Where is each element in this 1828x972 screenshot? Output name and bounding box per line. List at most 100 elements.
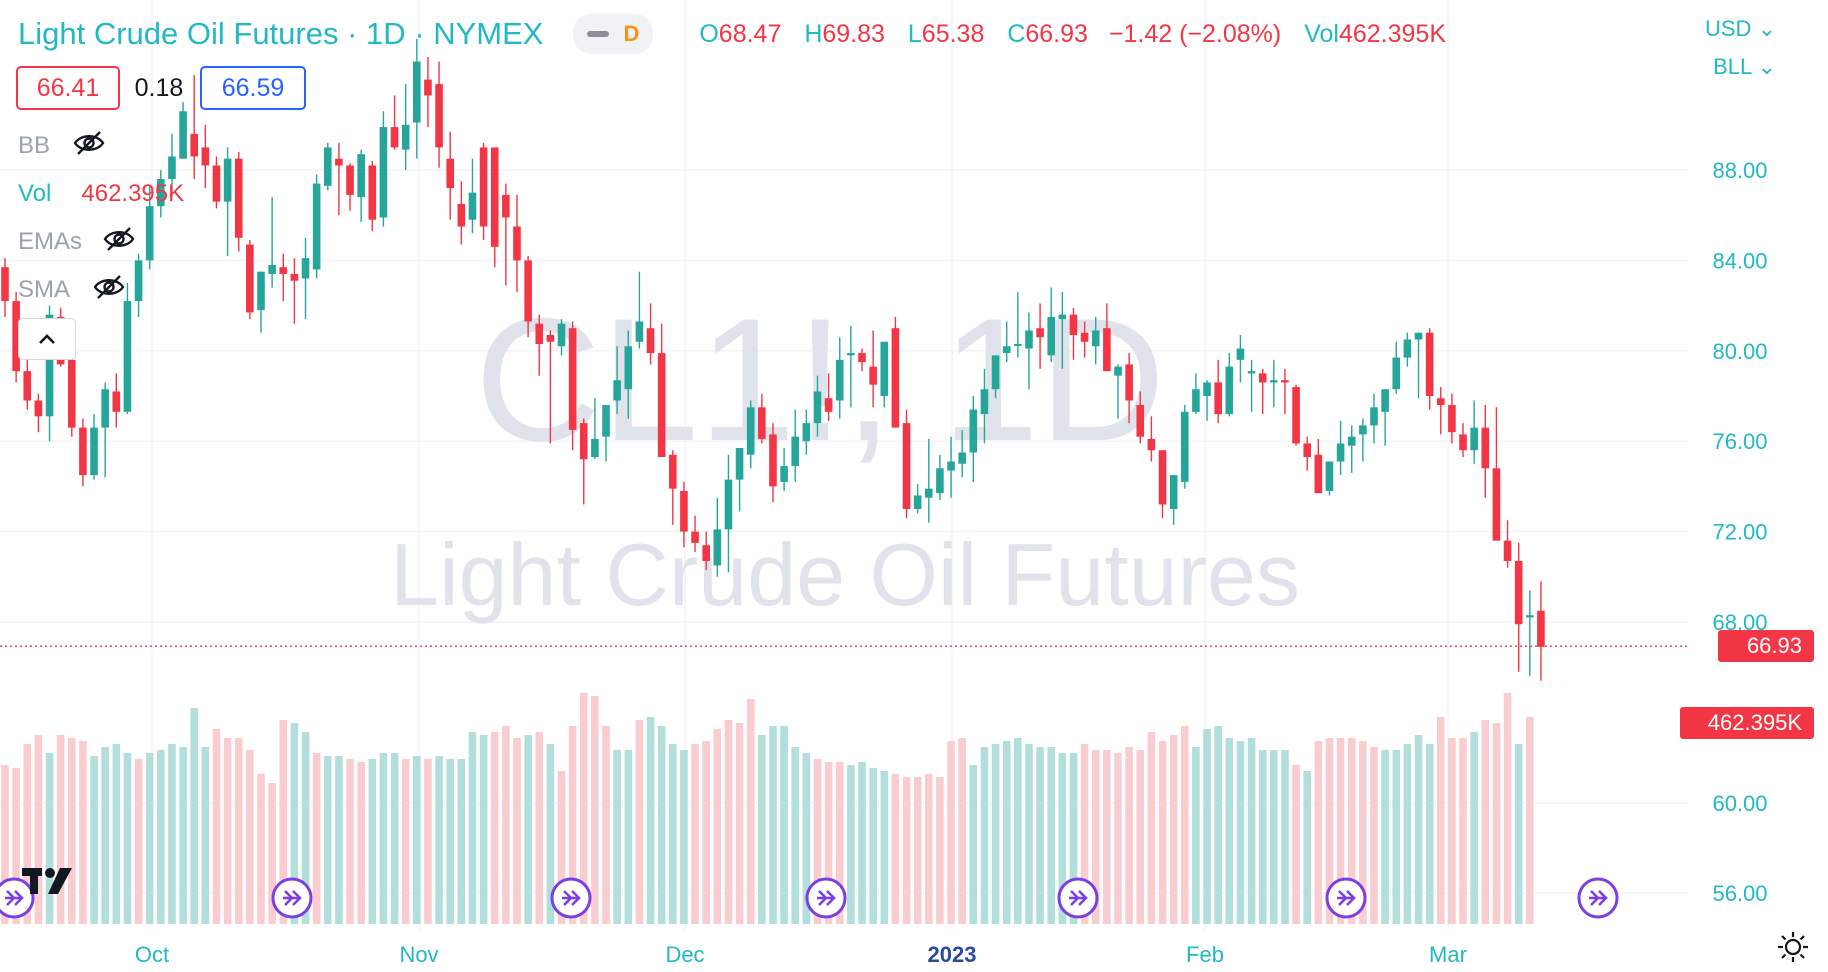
eye-off-icon[interactable] — [72, 128, 106, 158]
candle — [1470, 400, 1478, 464]
candle — [446, 131, 454, 220]
candle-body — [201, 147, 210, 166]
data-mode-pill[interactable]: D — [573, 14, 654, 54]
volume-bar — [602, 726, 610, 924]
candle-body — [246, 244, 254, 313]
time-axis-label: Feb — [1186, 942, 1224, 967]
candle — [401, 84, 410, 170]
time-axis-label: 2023 — [928, 942, 977, 967]
candle — [891, 316, 900, 428]
legend-vol[interactable]: Vol 462.395K — [18, 180, 184, 208]
candle — [257, 271, 265, 333]
candle-body — [746, 407, 755, 455]
eye-off-icon[interactable] — [102, 224, 136, 254]
candle-body — [657, 353, 666, 458]
candle-body — [1158, 450, 1167, 505]
volume-bar — [101, 747, 109, 924]
price-axis-label: 56.00 — [1712, 881, 1767, 906]
volume-bar — [1359, 741, 1367, 924]
candle — [902, 409, 911, 519]
collapse-legend-button[interactable] — [18, 318, 76, 360]
volume-bar — [524, 735, 532, 924]
candle — [90, 414, 98, 480]
event-arrow-icon[interactable] — [1577, 877, 1619, 919]
price-axis-label: 80.00 — [1712, 339, 1767, 364]
candle — [134, 253, 143, 317]
candle — [802, 409, 811, 455]
candle — [234, 151, 243, 252]
legend-bb[interactable]: BB — [18, 131, 105, 160]
volume-bar — [502, 726, 510, 924]
volume-bar — [357, 762, 365, 924]
event-arrow-icon[interactable] — [271, 877, 313, 919]
symbol-title[interactable]: Light Crude Oil Futures · 1D · NYMEX — [18, 16, 544, 51]
event-arrow-icon[interactable] — [805, 877, 847, 919]
legend-sma[interactable]: SMA — [18, 275, 125, 304]
candle-body — [969, 409, 978, 453]
volume-bar — [301, 732, 310, 924]
volume-bar — [635, 720, 644, 924]
candle — [168, 133, 176, 198]
vol-key: Vol — [1304, 19, 1339, 48]
candle — [1392, 341, 1401, 394]
candle — [557, 319, 566, 356]
candle — [413, 38, 421, 159]
candle — [1403, 332, 1412, 367]
volume-bar — [902, 777, 911, 924]
candle-body — [1270, 380, 1278, 383]
candle-body — [168, 156, 176, 180]
candle — [1503, 520, 1512, 568]
time-axis-label: Mar — [1429, 942, 1467, 967]
settings-sun-icon[interactable] — [1776, 930, 1810, 964]
candle-body — [602, 405, 610, 437]
volume-bar — [1025, 744, 1033, 924]
volume-bar — [813, 759, 822, 924]
volume-bar — [1147, 732, 1156, 924]
volume-bar — [702, 741, 710, 924]
volume-bar — [713, 729, 722, 924]
volume-bar — [1180, 726, 1189, 924]
volume-bar — [1236, 741, 1245, 924]
candle — [1136, 391, 1145, 444]
price-axis-label: 60.00 — [1712, 791, 1767, 816]
volume-bar — [490, 732, 499, 924]
candle-body — [1470, 427, 1478, 451]
candle — [524, 255, 532, 338]
event-arrow-icon[interactable] — [550, 877, 592, 919]
event-arrow-icon[interactable] — [0, 877, 35, 919]
sell-price-box[interactable]: 66.41 — [16, 66, 120, 110]
volume-bar — [234, 738, 243, 924]
candle — [624, 330, 633, 419]
candle-body — [1303, 443, 1312, 458]
candle-body — [1514, 560, 1523, 625]
tradingview-logo[interactable] — [20, 864, 86, 898]
volume-bar — [34, 735, 43, 924]
candle — [1526, 590, 1534, 677]
candle-body — [1236, 348, 1245, 360]
volume-bar — [457, 759, 466, 924]
candle-body — [824, 398, 833, 412]
currency-selector[interactable]: USD ⌄ — [1705, 16, 1776, 42]
candle-body — [579, 423, 588, 460]
candle — [1214, 359, 1222, 424]
eye-off-icon[interactable] — [92, 272, 126, 302]
volume-bar — [246, 750, 254, 924]
candle — [1225, 353, 1234, 417]
unit-selector[interactable]: BLL ⌄ — [1713, 54, 1776, 80]
candle-body — [1281, 380, 1289, 383]
event-arrow-icon[interactable] — [1325, 877, 1367, 919]
volume-bar — [1503, 693, 1512, 924]
candle — [513, 194, 521, 293]
legend-emas[interactable]: EMAs — [18, 227, 135, 256]
volume-bar — [969, 765, 978, 924]
candle — [746, 400, 755, 469]
candle-body — [1180, 411, 1189, 482]
volume-bar — [579, 693, 588, 924]
candle — [1448, 393, 1456, 444]
buy-price-box[interactable]: 66.59 — [200, 66, 306, 110]
candle — [1303, 436, 1312, 471]
candle-body — [902, 423, 911, 509]
candle-body — [23, 371, 32, 401]
event-arrow-icon[interactable] — [1057, 877, 1099, 919]
